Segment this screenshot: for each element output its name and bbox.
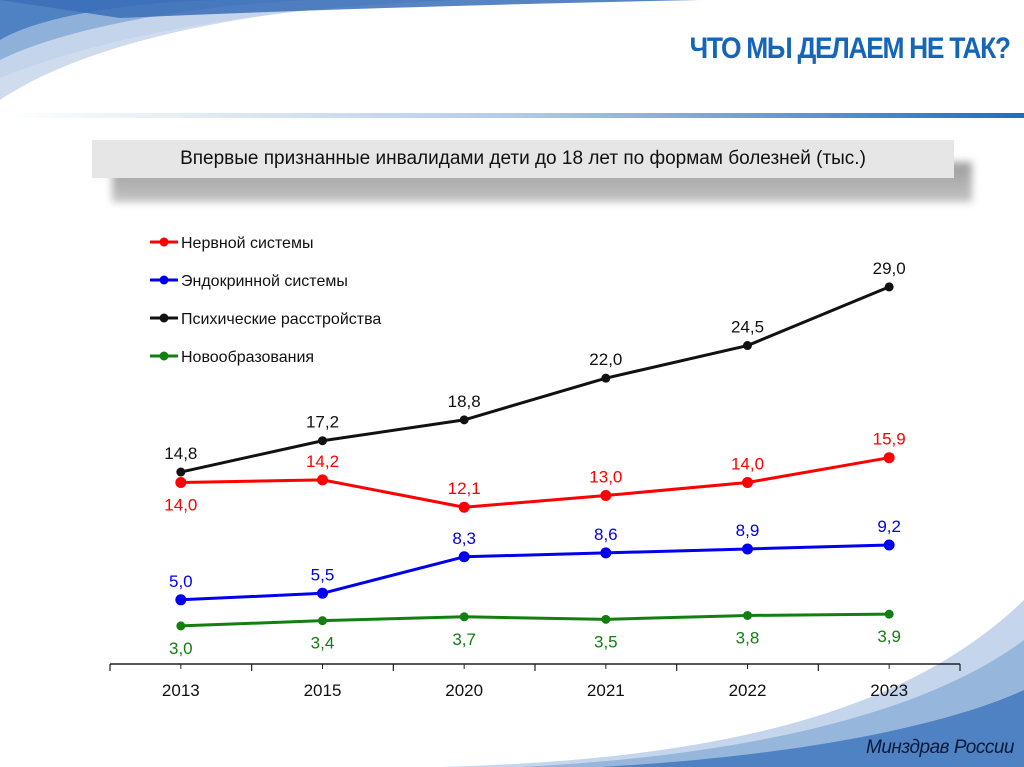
x-tick-label: 2023: [870, 681, 908, 700]
data-label: 15,9: [873, 430, 906, 449]
slide-title: ЧТО МЫ ДЕЛАЕМ НЕ ТАК?: [689, 32, 1011, 65]
data-point: [318, 436, 327, 446]
legend-label: Нервной системы: [181, 235, 313, 252]
data-label: 8,9: [736, 521, 760, 540]
data-point: [317, 474, 328, 486]
series-line: [180, 285, 890, 474]
data-label: 5,0: [169, 572, 193, 591]
data-point: [742, 543, 753, 555]
data-label: 29,0: [873, 259, 906, 278]
series-line: [180, 543, 890, 602]
data-point: [742, 476, 753, 488]
data-label: 14,2: [306, 452, 339, 471]
data-label: 8,3: [452, 529, 476, 548]
data-point: [600, 547, 612, 559]
data-label: 13,0: [589, 468, 622, 487]
data-label: 3,0: [169, 639, 193, 658]
series-line: [180, 612, 890, 628]
data-label: 17,2: [306, 413, 339, 432]
x-tick-label: 2015: [304, 681, 342, 700]
data-point: [175, 594, 187, 606]
data-point: [318, 616, 327, 626]
legend-label: Психические расстройства: [181, 311, 381, 328]
legend-marker: [159, 313, 169, 323]
series-1: 5,0 5,5 8,3 8,6 8,9 9,2: [169, 517, 901, 606]
data-label: 3,7: [452, 630, 476, 649]
data-point: [883, 452, 895, 464]
data-point: [884, 282, 894, 292]
chart-title-banner: Впервые признанные инвалидами дети до 18…: [92, 140, 972, 202]
data-point: [459, 415, 469, 425]
series-3: 3,0 3,4 3,7 3,5 3,8 3,9: [169, 609, 901, 658]
data-label: 3,9: [877, 627, 901, 646]
data-point: [317, 587, 328, 599]
legend-marker: [159, 275, 169, 285]
x-tick-label: 2021: [587, 681, 625, 700]
data-label: 3,4: [311, 634, 335, 653]
data-point: [600, 490, 612, 501]
data-point: [743, 610, 752, 620]
data-label: 8,6: [594, 525, 618, 544]
x-tick-label: 2013: [162, 681, 200, 700]
data-point: [176, 621, 186, 631]
bottom-right-swoosh: [440, 600, 1024, 767]
footer-brand: Минздрав России: [866, 737, 1014, 758]
data-point: [601, 373, 611, 383]
data-label: 9,2: [877, 517, 901, 536]
data-label: 24,5: [731, 318, 764, 337]
legend-label: Эндокринной системы: [181, 273, 348, 290]
data-point: [601, 614, 611, 624]
data-label: 14,8: [164, 444, 197, 463]
data-point: [176, 467, 186, 477]
data-point: [175, 476, 187, 488]
data-point: [884, 609, 894, 619]
x-tick-label: 2022: [729, 681, 767, 700]
data-label: 14,0: [731, 454, 764, 473]
data-point: [743, 341, 752, 351]
data-point: [458, 551, 470, 563]
chart-title: Впервые признанные инвалидами дети до 18…: [92, 140, 954, 178]
legend-marker: [159, 237, 169, 247]
data-label: 5,5: [311, 565, 335, 584]
top-left-swoosh: [0, 0, 700, 100]
data-label: 18,8: [448, 392, 481, 411]
series-0: 14,0 14,2 12,1 13,0 14,0 15,9: [164, 430, 905, 515]
data-label: 22,0: [589, 350, 622, 369]
header-divider: [0, 113, 1024, 118]
data-point: [883, 539, 895, 551]
data-label: 12,1: [448, 479, 481, 498]
data-label: 14,0: [164, 495, 197, 514]
legend-label: Новообразования: [181, 349, 314, 366]
x-tick-label: 2020: [445, 681, 483, 700]
data-point: [459, 612, 469, 622]
data-label: 3,8: [736, 628, 760, 647]
legend: Нервной системы Эндокринной системы Психич…: [150, 235, 381, 366]
data-label: 3,5: [594, 632, 618, 651]
series-line: [180, 456, 890, 509]
legend-marker: [159, 351, 169, 361]
data-point: [458, 501, 470, 513]
series-2: 14,8 17,2 18,8 22,0 24,5 29,0: [164, 259, 906, 477]
